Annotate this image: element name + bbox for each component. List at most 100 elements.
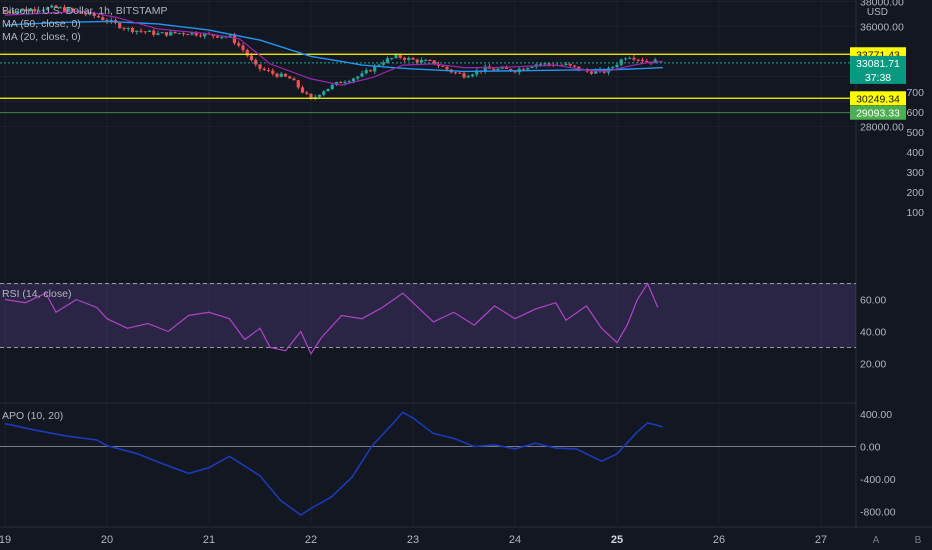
candle-body xyxy=(568,63,572,66)
currency-button[interactable]: USD xyxy=(866,7,888,18)
candle-body xyxy=(322,91,326,95)
ma20-legend[interactable]: MA (20, close, 0) xyxy=(2,31,81,43)
candle-body xyxy=(101,17,105,21)
ma20-line xyxy=(4,10,663,86)
candle-body xyxy=(390,57,394,59)
candle-body xyxy=(169,31,173,36)
candle-body xyxy=(632,57,636,60)
candle-body xyxy=(334,81,339,85)
candle-body xyxy=(143,31,147,33)
candle-body xyxy=(483,66,487,72)
candle-body xyxy=(160,32,164,34)
rsi-title[interactable]: RSI (14, close) xyxy=(2,288,72,300)
candle-body xyxy=(368,70,373,72)
candle-body xyxy=(215,36,220,38)
x-tick-label: 25 xyxy=(611,534,623,546)
x-tick-label: 22 xyxy=(305,534,317,546)
candle-body xyxy=(37,10,41,12)
candle-body xyxy=(67,8,71,12)
candle-body xyxy=(330,84,334,89)
candle-body xyxy=(181,33,186,35)
candle-body xyxy=(343,82,347,84)
apo-line xyxy=(4,411,664,516)
candle-body xyxy=(300,87,305,93)
candle-body xyxy=(589,71,594,74)
candle-body xyxy=(394,54,398,58)
apo-legend: APO (10, 20) xyxy=(2,410,63,423)
main-legend: Bitcoin / U.S. Dollar, 1h, BITSTAMP MA (… xyxy=(2,5,168,44)
apo-tick-label: -800.00 xyxy=(860,507,896,519)
volume-tick-label: 600 xyxy=(906,107,924,119)
candle-body xyxy=(428,59,432,61)
candle-body xyxy=(79,11,84,14)
candle-body xyxy=(521,68,526,70)
candle-body xyxy=(458,72,462,74)
volume-tick-label: 200 xyxy=(906,187,924,199)
candle-body xyxy=(402,57,407,60)
candle-body xyxy=(71,8,75,11)
candle-body xyxy=(7,11,11,13)
candle-body xyxy=(364,70,368,74)
level-label-bg xyxy=(850,105,906,120)
volume-tick-label: 300 xyxy=(906,167,924,179)
candle-body xyxy=(258,64,262,69)
x-tick-label: 24 xyxy=(509,534,521,546)
candle-body xyxy=(356,76,360,79)
candle-body xyxy=(398,54,402,58)
candle-body xyxy=(288,76,292,79)
candle-body xyxy=(58,7,62,9)
apo-tick-label: 400.00 xyxy=(860,409,892,421)
rsi-tick-label: 20.00 xyxy=(860,359,886,371)
candle-body xyxy=(292,78,296,81)
candle-body xyxy=(130,27,135,33)
rsi-legend: RSI (14, close) xyxy=(2,288,71,301)
rsi-band xyxy=(0,283,856,348)
candle-body xyxy=(20,9,24,11)
candle-body xyxy=(198,35,203,37)
candle-body xyxy=(16,10,20,13)
candle-body xyxy=(526,67,530,70)
settings-button-b[interactable]: B xyxy=(914,535,922,546)
candle-body xyxy=(453,72,458,74)
apo-title[interactable]: APO (10, 20) xyxy=(2,410,64,422)
candle-body xyxy=(424,59,428,61)
symbol-title[interactable]: Bitcoin / U.S. Dollar, 1h, BITSTAMP xyxy=(2,5,168,17)
candle-body xyxy=(496,68,500,71)
candle-body xyxy=(147,30,152,32)
candle-body xyxy=(339,81,343,84)
candle-body xyxy=(385,58,390,63)
candle-body xyxy=(3,11,7,13)
candle-body xyxy=(513,71,517,73)
volume-tick-label: 100 xyxy=(906,207,924,219)
candle-body xyxy=(203,33,207,37)
candle-body xyxy=(228,35,232,37)
candle-body xyxy=(504,67,509,69)
candle-body xyxy=(271,70,275,74)
candle-body xyxy=(118,22,122,29)
price-tick-label: 28000.00 xyxy=(860,121,904,133)
candle-body xyxy=(564,63,568,65)
candle-body xyxy=(351,78,356,82)
candle-body xyxy=(24,9,28,12)
candle-body xyxy=(305,92,309,94)
candle-body xyxy=(62,7,67,12)
candle-body xyxy=(543,63,547,65)
countdown-label: 37:38 xyxy=(865,72,891,84)
candle-body xyxy=(177,33,181,35)
x-tick-label: 26 xyxy=(713,534,725,546)
candle-body xyxy=(109,20,113,22)
candle-body xyxy=(326,88,330,92)
price-tick-label: 36000.00 xyxy=(860,21,904,33)
candle-body xyxy=(611,67,615,69)
candle-body xyxy=(619,59,623,65)
candle-body xyxy=(419,59,424,63)
rsi-tick-label: 40.00 xyxy=(860,327,886,339)
candle-body xyxy=(11,12,16,14)
auto-scale-button[interactable]: A xyxy=(872,535,880,546)
ma50-legend[interactable]: MA (50, close, 0) xyxy=(2,18,81,30)
candle-body xyxy=(509,68,513,72)
candle-body xyxy=(628,57,632,59)
candle-body xyxy=(492,68,496,71)
candle-body xyxy=(470,74,475,77)
